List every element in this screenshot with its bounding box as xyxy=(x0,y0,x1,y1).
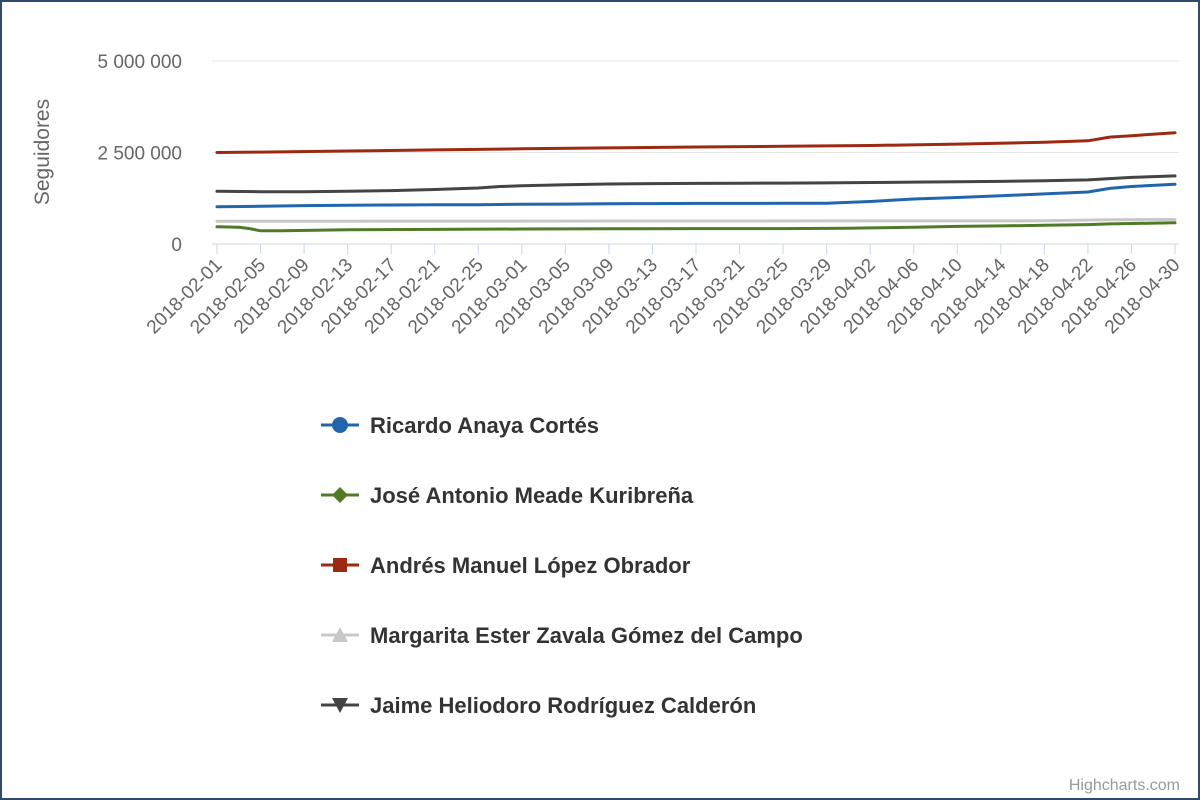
y-tick-label: 0 xyxy=(171,235,182,256)
legend-label: José Antonio Meade Kuribreña xyxy=(370,483,694,508)
legend-label: Margarita Ester Zavala Gómez del Campo xyxy=(370,623,803,648)
series-line-4[interactable] xyxy=(215,174,1177,194)
credits-link[interactable]: Highcharts.com xyxy=(1069,777,1180,794)
y-axis-ticks: 0 2 500 000 5 000 000 xyxy=(97,52,182,256)
grid-lines xyxy=(212,60,1179,245)
series-line-2[interactable] xyxy=(215,131,1177,154)
legend-item[interactable]: Ricardo Anaya Cortés xyxy=(321,413,599,438)
series-line-3[interactable] xyxy=(215,218,1177,223)
legend-marker-diamond xyxy=(332,487,348,503)
y-tick-label: 2 500 000 xyxy=(97,144,182,165)
legend-item[interactable]: José Antonio Meade Kuribreña xyxy=(321,483,694,508)
series-line-1[interactable] xyxy=(215,221,1177,233)
legend-marker-triangle xyxy=(332,627,348,642)
series-lines xyxy=(215,131,1177,233)
y-tick-label: 5 000 000 xyxy=(97,52,182,73)
legend-label: Andrés Manuel López Obrador xyxy=(370,553,691,578)
legend-item[interactable]: Andrés Manuel López Obrador xyxy=(321,553,691,578)
legend: Ricardo Anaya Cortés José Antonio Meade K… xyxy=(321,413,803,718)
legend-marker-triangle-down xyxy=(332,698,348,713)
y-axis-title: Seguidores xyxy=(31,99,54,205)
legend-marker-square xyxy=(333,558,347,572)
legend-item[interactable]: Margarita Ester Zavala Gómez del Campo xyxy=(321,623,803,648)
legend-label: Jaime Heliodoro Rodríguez Calderón xyxy=(370,693,756,718)
legend-marker-circle xyxy=(332,417,348,433)
x-axis: 2018-02-012018-02-052018-02-092018-02-13… xyxy=(143,243,1185,338)
legend-label: Ricardo Anaya Cortés xyxy=(370,413,599,438)
series-line-0[interactable] xyxy=(215,182,1177,209)
legend-item[interactable]: Jaime Heliodoro Rodríguez Calderón xyxy=(321,693,756,718)
